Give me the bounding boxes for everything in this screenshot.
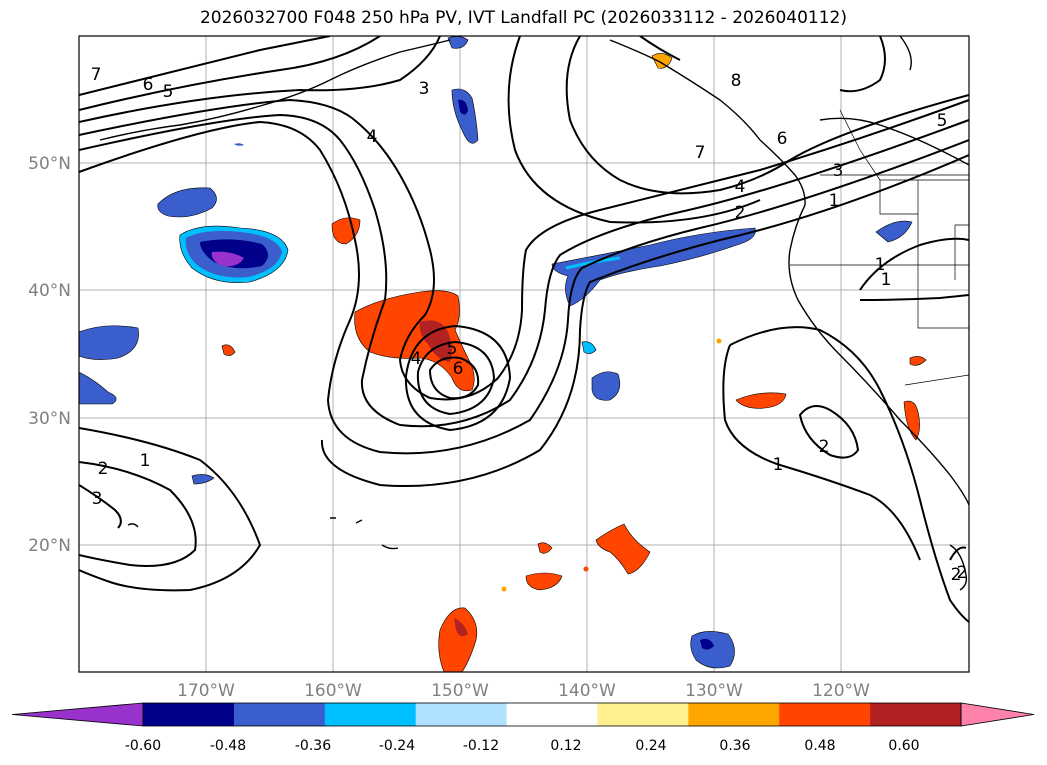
- contour-label: 2: [957, 563, 968, 583]
- colorbar-cell: [779, 703, 871, 726]
- lat-label: 30°N: [28, 409, 71, 429]
- colorbar-cell: [415, 703, 508, 726]
- contour-label: 1: [829, 191, 840, 211]
- longitude-labels: 170°W 160°W 150°W 140°W 130°W 120°W: [177, 681, 870, 701]
- lon-label: 150°W: [431, 681, 489, 701]
- ivt-contours: [79, 36, 969, 623]
- contour-label: 5: [447, 339, 458, 359]
- colorbar-tick: 0.60: [888, 738, 919, 754]
- colorbar: -0.60 -0.48 -0.36 -0.24 -0.12 0.12 0.24 …: [11, 702, 1035, 754]
- lat-label: 50°N: [28, 154, 71, 174]
- contour-label: 3: [92, 489, 103, 509]
- colorbar-cell: [870, 703, 962, 726]
- contour-labels: 7 6 5 3 4 7 8 6 5 3 1 4 2 1 5 6 4 1 2 1 …: [91, 65, 968, 585]
- contour-label: 4: [735, 177, 746, 197]
- figure-title: 2026032700 F048 250 hPa PV, IVT Landfall…: [199, 8, 847, 28]
- lat-label: 40°N: [28, 281, 71, 301]
- colorbar-cell: [233, 703, 326, 726]
- contour-label: 1: [773, 455, 784, 475]
- latitude-labels: 50°N 40°N 30°N 20°N: [28, 154, 71, 556]
- colorbar-cell: [688, 703, 780, 726]
- colorbar-cell: [324, 703, 417, 726]
- colorbar-tick: -0.24: [379, 738, 415, 754]
- lon-label: 140°W: [558, 681, 616, 701]
- contour-label: 3: [419, 79, 430, 99]
- colorbar-extend-max: [960, 702, 1035, 727]
- colorbar-tick: -0.60: [125, 738, 161, 754]
- contour-label: 2: [951, 565, 962, 585]
- contour-label: 6: [453, 359, 464, 379]
- contour-label: 1: [875, 255, 886, 275]
- contour-label: 2: [735, 203, 746, 223]
- lon-label: 160°W: [304, 681, 362, 701]
- lat-label: 20°N: [28, 536, 71, 556]
- coastlines: [99, 36, 969, 591]
- lon-label: 120°W: [812, 681, 870, 701]
- colorbar-cell: [597, 703, 689, 726]
- contour-label: 1: [881, 270, 892, 290]
- colorbar-extend-min: [11, 702, 144, 727]
- plot-frame: [78, 35, 970, 673]
- lon-label: 170°W: [177, 681, 235, 701]
- contour-label: 5: [163, 82, 174, 102]
- colorbar-frame: [142, 702, 962, 727]
- contour-label: 4: [411, 349, 422, 369]
- contour-label: 6: [143, 75, 154, 95]
- colorbar-cell: [143, 703, 235, 726]
- contour-label: 2: [98, 459, 109, 479]
- contour-label: 4: [367, 127, 378, 147]
- colorbar-cell: [506, 703, 598, 726]
- pv-positive-areas: [221, 53, 927, 672]
- contour-label: 8: [731, 71, 742, 91]
- pv-negative-areas: [79, 36, 913, 669]
- colorbar-tick: 0.12: [550, 738, 581, 754]
- contour-label: 2: [819, 437, 830, 457]
- colorbar-tick: 0.36: [719, 738, 750, 754]
- lon-label: 130°W: [685, 681, 743, 701]
- contour-label: 7: [695, 143, 706, 163]
- contour-label: 7: [91, 65, 102, 85]
- colorbar-tick: -0.36: [295, 738, 331, 754]
- colorbar-tick: 0.48: [804, 738, 835, 754]
- contour-label: 6: [777, 129, 788, 149]
- contour-label: 5: [937, 111, 948, 131]
- contour-label: 1: [140, 451, 151, 471]
- colorbar-tick: 0.24: [635, 738, 666, 754]
- colorbar-tick: -0.48: [210, 738, 246, 754]
- contour-label: 3: [833, 161, 844, 181]
- colorbar-tick: -0.12: [463, 738, 499, 754]
